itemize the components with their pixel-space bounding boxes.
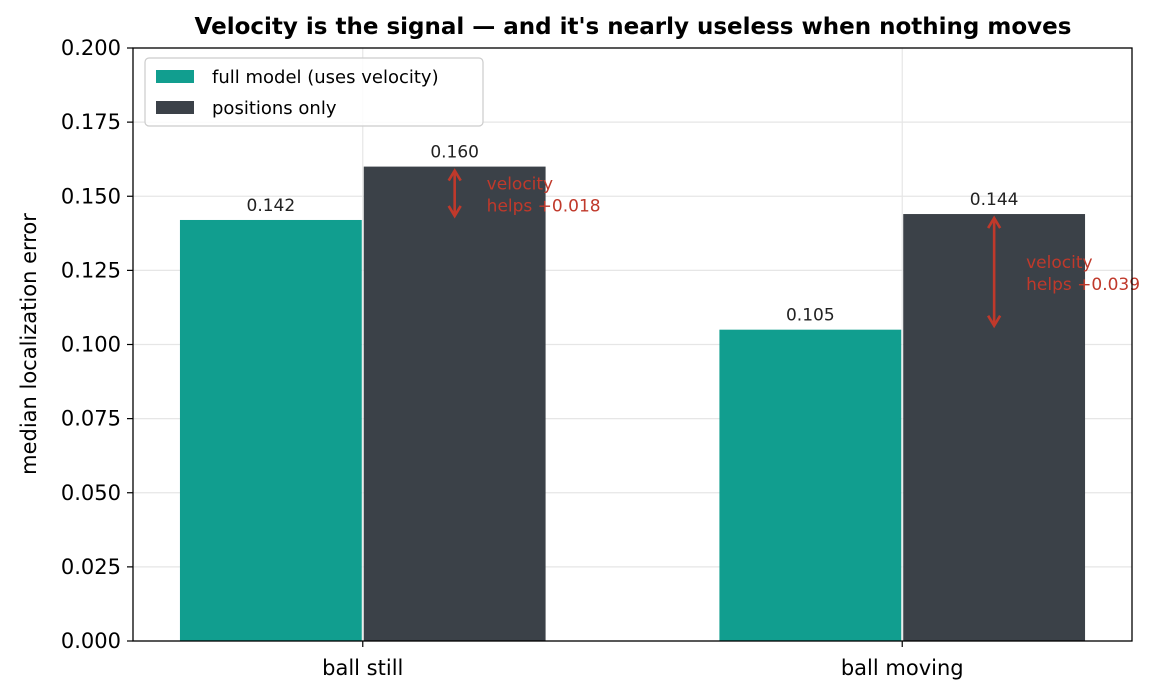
bars: 0.142 0.105 0.160 0.144 (179, 143, 1086, 642)
legend-label: full model (uses velocity) (212, 67, 439, 88)
legend-label: positions only (212, 98, 337, 119)
legend-swatch (156, 70, 194, 83)
y-tick-label: 0.175 (61, 110, 121, 134)
y-axis-label: median localization error (17, 213, 41, 475)
x-tick-label: ball moving (841, 656, 964, 680)
annotation-text: velocity (1026, 253, 1092, 273)
annotation-arrow-head-top (447, 168, 462, 182)
y-tick-label: 0.125 (61, 258, 121, 282)
y-tick-label: 0.000 (61, 629, 121, 653)
bar (719, 329, 902, 641)
legend-box (144, 57, 484, 127)
legend-swatch (156, 101, 194, 114)
annotation-text: velocity (487, 174, 553, 194)
annotation-arrow-head-top (987, 215, 1002, 229)
y-tick-label: 0.200 (61, 36, 121, 60)
y-tick-label: 0.025 (61, 555, 121, 579)
chart-title: Velocity is the signal — and it's nearly… (195, 14, 1072, 40)
bar (179, 219, 362, 641)
bar-value-label: 0.142 (247, 196, 296, 216)
bar (363, 166, 546, 641)
bar-value-label: 0.105 (786, 306, 835, 326)
annotation-text: helps +0.039 (1026, 275, 1140, 295)
bar-value-label: 0.160 (430, 143, 479, 163)
annotation-arrow-head-bottom (987, 315, 1002, 329)
annotation-text: helps +0.018 (487, 196, 601, 216)
legend: full model (uses velocity) positions only (144, 57, 484, 127)
y-tick-label: 0.050 (61, 481, 121, 505)
y-tick-label: 0.150 (61, 184, 121, 208)
y-tick-label: 0.100 (61, 333, 121, 357)
y-tick-label: 0.075 (61, 407, 121, 431)
x-tick-label: ball still (322, 656, 403, 680)
annotation-arrow-head-bottom (447, 205, 462, 219)
axes: 0.000 0.025 0.050 0.075 0.100 0.125 0.150 0.175… (61, 36, 964, 680)
bar-value-label: 0.144 (970, 190, 1019, 210)
